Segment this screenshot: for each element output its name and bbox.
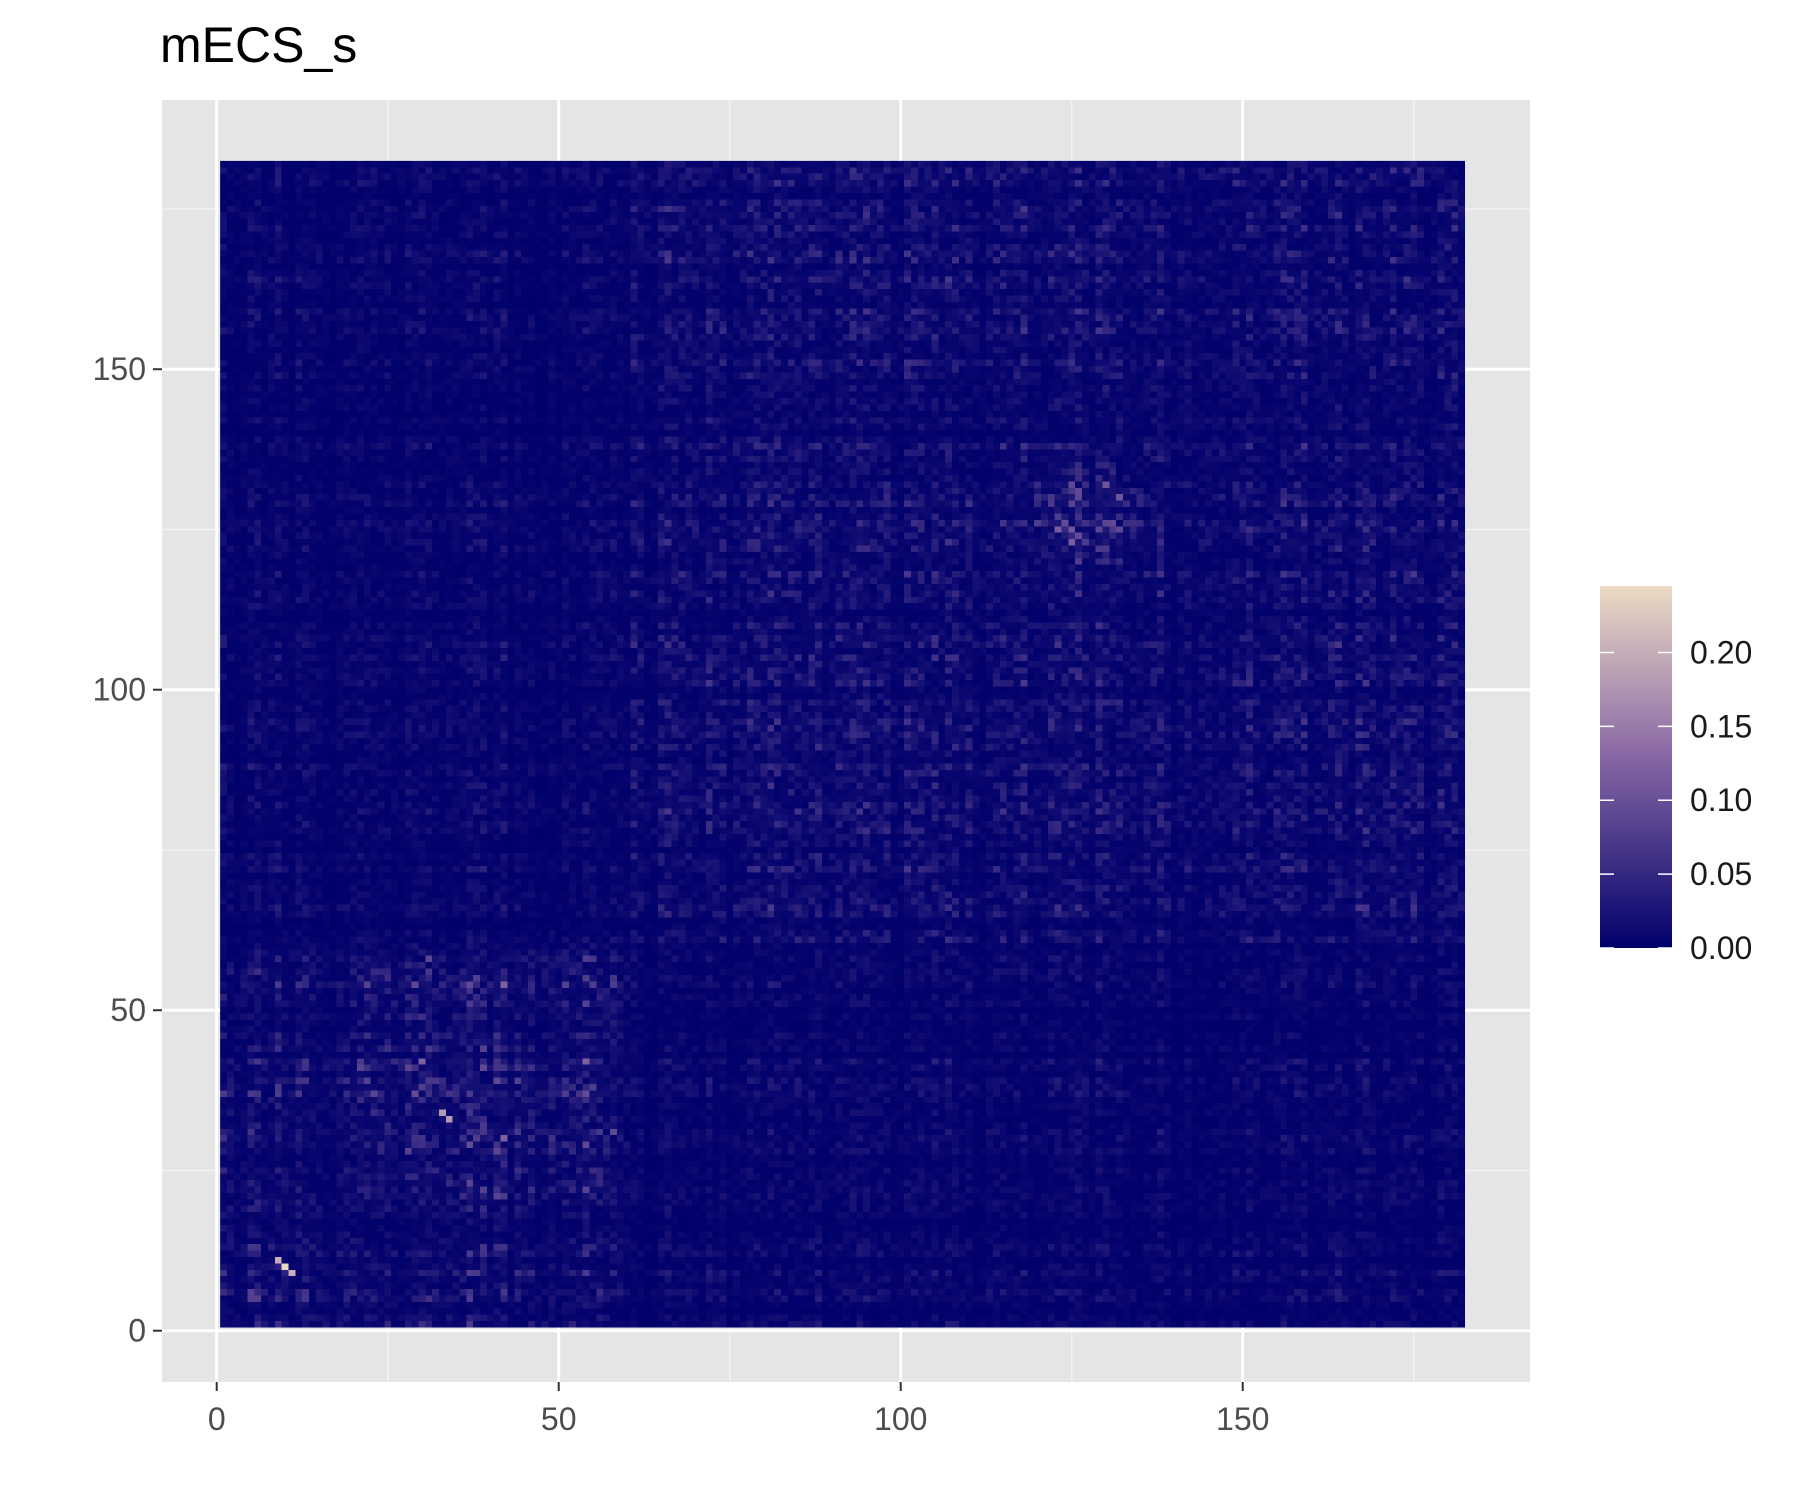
x-tick-label: 150 [1216,1401,1269,1437]
y-tick-label: 50 [110,992,146,1028]
legend-tick-label: 0.00 [1690,930,1752,966]
color-legend: 0.00 0.05 0.10 0.15 0.20 [1600,586,1752,966]
legend-tick-label: 0.20 [1690,634,1752,670]
legend-tick-label: 0.15 [1690,708,1752,744]
heatmap-cells [220,160,1466,1328]
y-tick-label: 0 [128,1313,146,1349]
legend-tick-label: 0.05 [1690,856,1752,892]
legend-tick-label: 0.10 [1690,782,1752,818]
chart-title: mECS_s [160,17,357,73]
heatmap-tiles [220,160,1466,1328]
y-tick-label: 100 [93,672,146,708]
y-axis: 0 50 100 150 [93,351,162,1349]
legend-colorbar [1600,586,1672,948]
y-tick-label: 150 [93,351,146,387]
x-tick-label: 100 [874,1401,927,1437]
x-axis: 0 50 100 150 [208,1382,1269,1437]
x-tick-label: 0 [208,1401,226,1437]
x-tick-label: 50 [541,1401,577,1437]
